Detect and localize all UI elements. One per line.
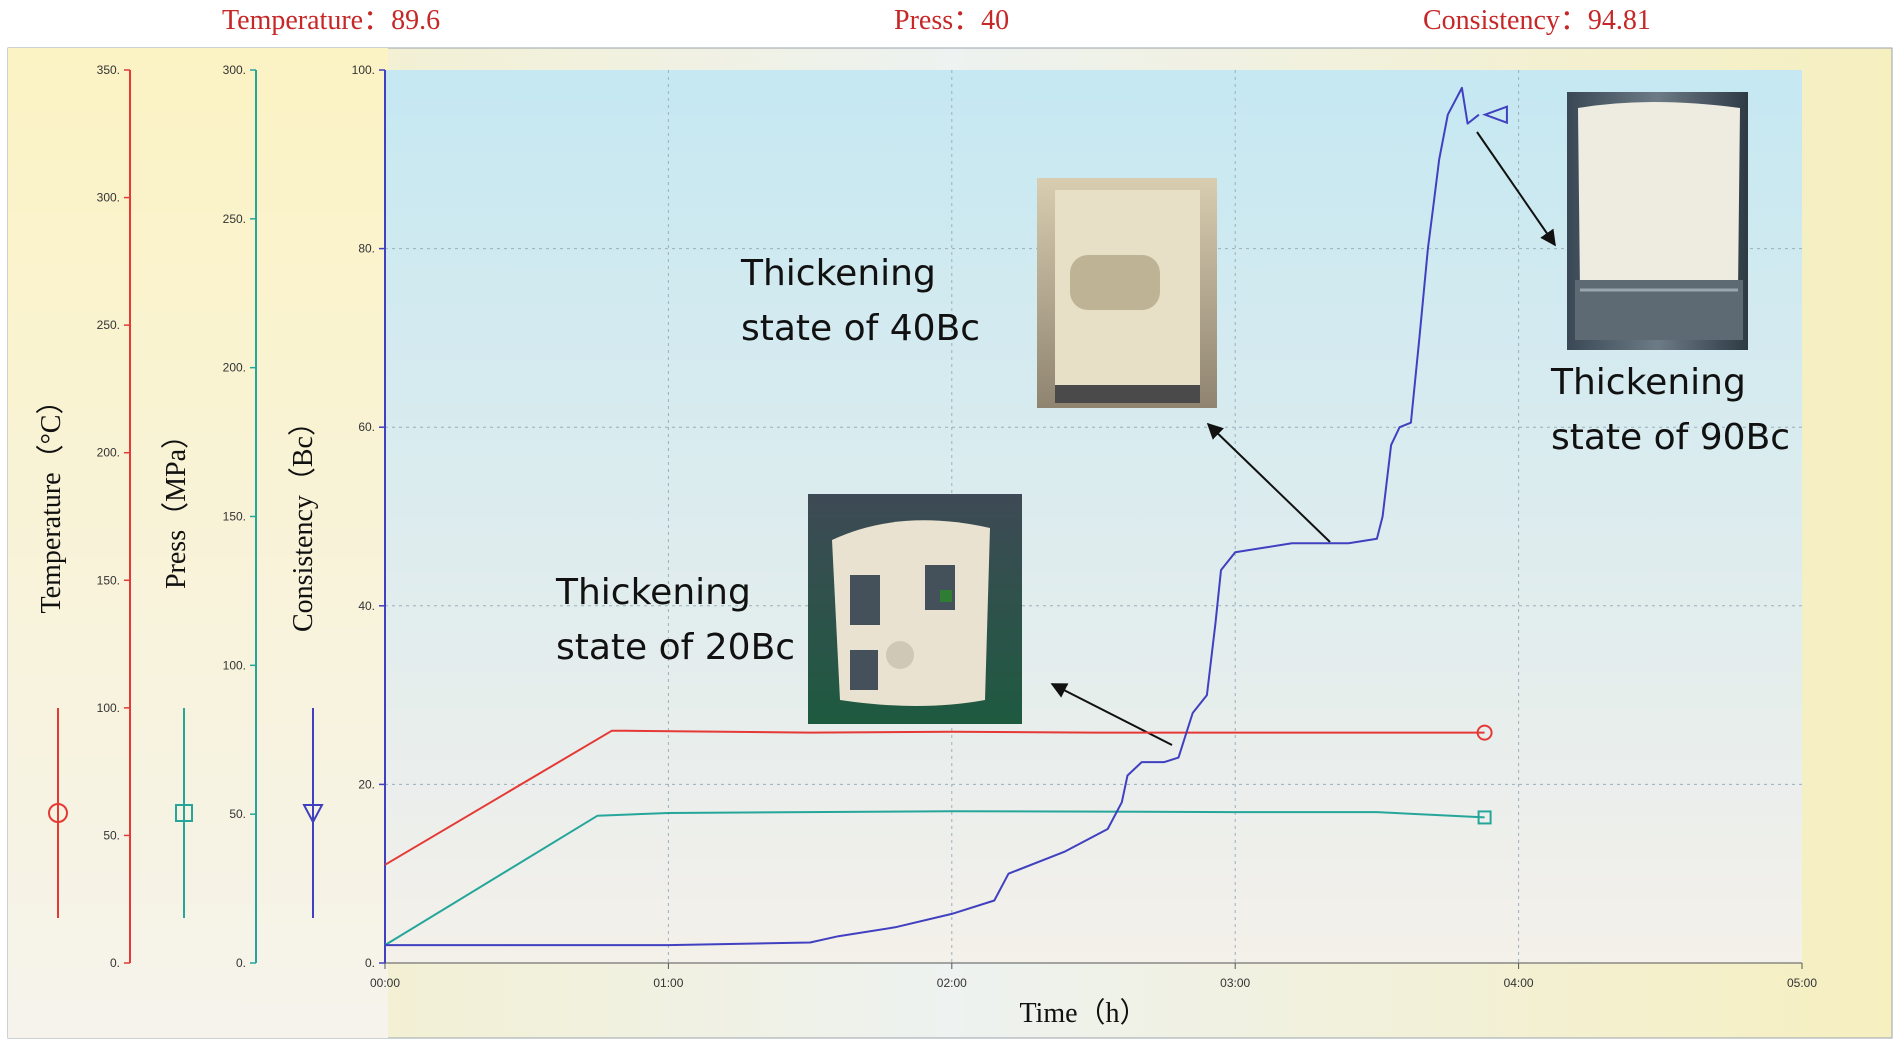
series-consistency-end-marker <box>1481 105 1508 125</box>
series-press-end-marker <box>1477 810 1492 825</box>
press-legend-marker <box>175 804 193 822</box>
x-tick-label: 04:00 <box>1504 976 1534 990</box>
consistency-tick-label: 100. <box>352 63 375 77</box>
consistency-readout: Consistency：94.81 <box>1423 5 1651 36</box>
press-tick-label: 50. <box>229 807 246 821</box>
photo-40bc <box>1037 178 1217 408</box>
consistency-axis-label: Consistency（Bc） <box>287 408 319 632</box>
svg-text:Thickening: Thickening <box>1550 362 1746 403</box>
annotation-40bc: Thickening state of 40Bc <box>740 253 980 349</box>
series-consistency-line <box>385 86 1480 947</box>
consistency-tick-label: 80. <box>358 242 375 256</box>
consistency-tick-label: 0. <box>365 956 375 970</box>
temperature-tick-label: 350. <box>97 63 120 77</box>
temperature-tick-label: 200. <box>97 446 120 460</box>
arrow-90bc <box>1476 131 1556 247</box>
photo-20bc <box>808 494 1022 724</box>
svg-text:state of 40Bc: state of 40Bc <box>741 308 980 349</box>
series-press-line <box>384 810 1485 946</box>
svg-text:Thickening: Thickening <box>740 253 936 294</box>
press-readout: Press：40 <box>894 5 1009 36</box>
series-layer <box>384 86 1508 947</box>
temperature-tick-label: 300. <box>97 191 120 205</box>
temperature-tick-label: 50. <box>103 828 120 842</box>
temperature-axis-label: Temperature（°C） <box>35 387 67 614</box>
temperature-tick-label: 0. <box>110 956 120 970</box>
x-tick-label: 00:00 <box>370 976 400 990</box>
x-tick-label: 02:00 <box>937 976 967 990</box>
consistency-tick-label: 40. <box>358 599 375 613</box>
consistency-tick-label: 20. <box>358 777 375 791</box>
svg-text:Thickening: Thickening <box>555 572 751 613</box>
photo-90bc <box>1567 92 1748 350</box>
consistency-tick-label: 60. <box>358 420 375 434</box>
annotation-20bc: Thickening state of 20Bc <box>555 572 795 668</box>
press-axis-label: Press（MPa） <box>160 421 192 589</box>
x-tick-label: 05:00 <box>1787 976 1817 990</box>
press-tick-label: 100. <box>223 658 246 672</box>
x-tick-label: 01:00 <box>653 976 683 990</box>
svg-text:state of 90Bc: state of 90Bc <box>1551 417 1790 458</box>
x-tick-label: 03:00 <box>1220 976 1250 990</box>
series-temperature-line <box>384 729 1485 866</box>
arrow-40bc <box>1206 422 1331 543</box>
x-axis: 00:00 01:00 02:00 03:00 04:00 05:00 Time（h） <box>370 962 1817 1029</box>
temperature-legend-marker <box>48 803 68 823</box>
annotation-90bc: Thickening state of 90Bc <box>1550 362 1790 458</box>
press-tick-label: 200. <box>223 361 246 375</box>
series-temperature-end-marker <box>1476 724 1493 741</box>
press-tick-label: 250. <box>223 212 246 226</box>
arrow-20bc <box>1050 683 1173 746</box>
temperature-readout: Temperature：89.6 <box>222 5 440 36</box>
x-axis-label: Time（h） <box>1019 997 1147 1029</box>
temperature-tick-label: 150. <box>97 573 120 587</box>
press-tick-label: 300. <box>223 63 246 77</box>
press-tick-label: 150. <box>223 510 246 524</box>
svg-text:state of 20Bc: state of 20Bc <box>556 627 795 668</box>
temperature-tick-label: 250. <box>97 318 120 332</box>
temperature-tick-label: 100. <box>97 701 120 715</box>
y-axes: 0. 50. 100. 150. 200. 250. 300. 350. Temperature… <box>35 63 386 970</box>
consistency-legend-marker <box>302 804 324 825</box>
press-tick-label: 0. <box>236 956 246 970</box>
